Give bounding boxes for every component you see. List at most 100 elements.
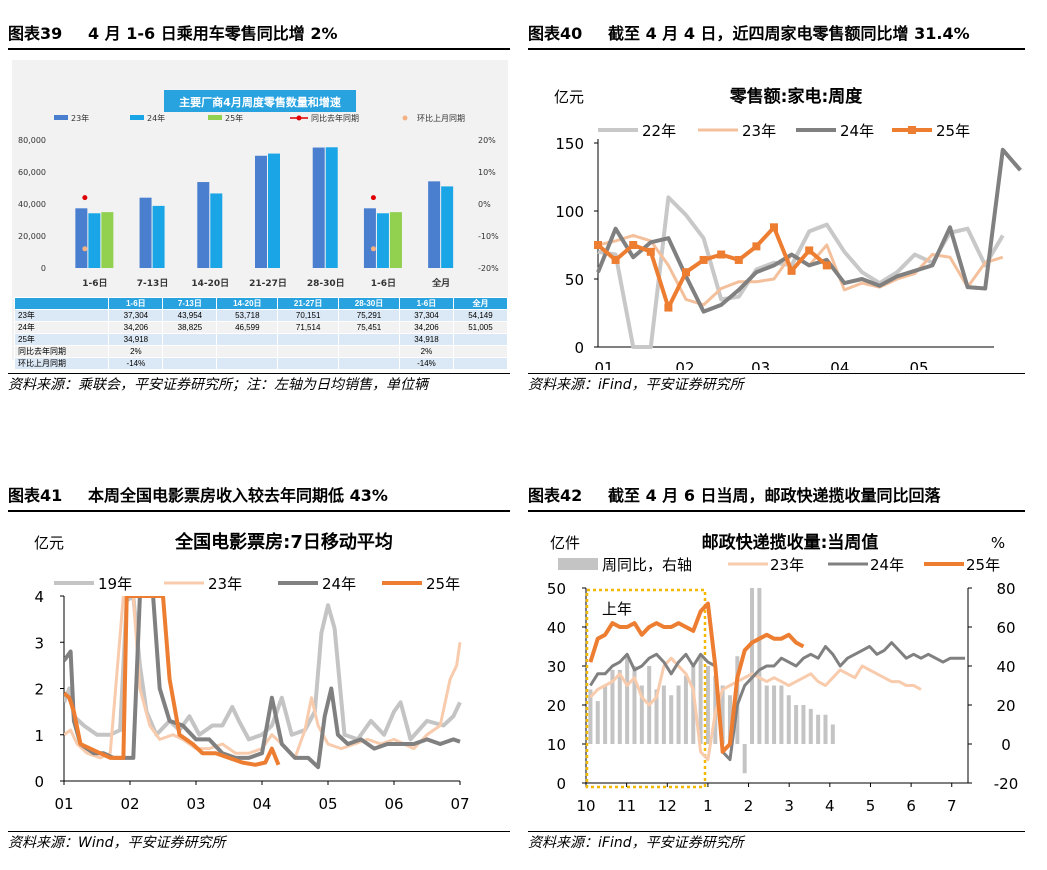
chart41-xtick-label: 07	[450, 795, 469, 813]
chart42-title: 邮政快递揽收量:当周值	[702, 532, 879, 553]
table-header-row: 1-6日 7-13日 14-20日 21-27日 28-30日 1-6日 全月	[13, 297, 509, 310]
table-cell	[216, 345, 279, 358]
panel-title-text-40: 截至 4 月 4 日，近四周家电零售额同比增 31.4%	[608, 24, 970, 43]
table-cell: 71,514	[277, 321, 340, 334]
table-cell	[452, 333, 509, 346]
chart41-xtick-label: 03	[186, 795, 205, 813]
chart40-title: 零售额:家电:周度	[729, 86, 864, 107]
table-header-cell: 1-6日	[108, 297, 164, 310]
chart41-legend-label: 25年	[426, 575, 460, 593]
table-header-cell: 1-6日	[398, 297, 454, 310]
chart39-legend-label: 24年	[147, 113, 165, 123]
chart42-bar	[808, 708, 813, 744]
chart39-bar	[312, 147, 325, 268]
chart42-bar	[639, 685, 644, 744]
chart42-xtick-label: 5	[866, 797, 876, 815]
table-cell: 25年	[13, 333, 110, 346]
chart39-xtick: 14-20日	[191, 278, 229, 289]
chart39-ytick-right: 20%	[478, 136, 496, 145]
panel-title-41: 图表41 本周全国电影票房收入较去年同期低 43%	[8, 482, 510, 512]
table-cell	[338, 333, 400, 346]
chart40-legend-label: 22年	[642, 122, 676, 140]
chart39-bar	[139, 197, 152, 268]
chart42-bar	[588, 689, 593, 744]
chart40-unit: 亿元	[554, 88, 584, 106]
chart42-bar	[816, 714, 821, 744]
table-cell	[162, 345, 218, 358]
chart42-ytick-label: 30	[547, 658, 566, 676]
table-cell: -14%	[108, 357, 164, 370]
chart42-unit-left: 亿件	[550, 534, 580, 552]
table-row: 同比去年同期 2% 2%	[13, 345, 509, 358]
panel-title-39: 图表39 4 月 1-6 日乘用车零售同比增 2%	[8, 20, 510, 50]
chart40-point	[805, 246, 814, 255]
table-cell	[162, 357, 218, 370]
chart39-ytick-right: 0%	[478, 200, 491, 209]
table-cell: 51,005	[452, 321, 509, 334]
chart41-xtick-label: 04	[252, 795, 271, 813]
chart42-bar	[698, 656, 703, 744]
table-cell: 43,954	[162, 309, 218, 322]
chart40-legend-label: 25年	[936, 122, 970, 140]
chart42-bar	[625, 656, 630, 744]
chart39-ytick-right: -20%	[478, 264, 499, 273]
table-cell: 75,451	[338, 321, 400, 334]
chart40-point	[646, 247, 655, 256]
panel-chart39: 图表39 4 月 1-6 日乘用车零售同比增 2% 主要厂商4月周度零售数量和增速…	[8, 20, 510, 402]
chart42-ytick-label-right: 20	[996, 697, 1015, 715]
chart39-bar	[428, 181, 441, 268]
chart42-bar	[794, 705, 799, 744]
chart40-point	[699, 255, 708, 264]
chart39-xtick: 全月	[431, 277, 450, 289]
chart39-ytick-left: 0	[41, 264, 46, 273]
chart39-legend-label: 环比上月同期	[417, 113, 465, 123]
chart40-point	[611, 255, 620, 264]
chart42-series-line	[589, 641, 966, 762]
chart42-xtick-label: 6	[906, 797, 916, 815]
chart39-ytick-left: 40,000	[18, 200, 46, 209]
table-cell: 54,149	[452, 309, 509, 322]
chart41-xtick-label: 01	[54, 795, 73, 813]
chart42-bar	[720, 685, 725, 744]
chart41-unit: 亿元	[34, 534, 64, 552]
chart42-ytick-label-right: -20	[994, 775, 1019, 793]
chart41-xtick-label: 02	[120, 795, 139, 813]
chart40-point	[717, 250, 726, 259]
chart39-legend-marker	[296, 115, 302, 121]
chart39-legend-swatch	[54, 115, 68, 120]
chart42-bar	[772, 685, 777, 744]
panel-source-39: 资料来源：乘联会，平安证券研究所；注：左轴为日均销售，单位辆	[8, 373, 510, 396]
chart42-bar	[676, 685, 681, 744]
chart42-bar	[786, 695, 791, 744]
table-header-cell: 28-30日	[338, 297, 400, 310]
chart42-legend-label: 23年	[770, 556, 804, 574]
chart40-point	[787, 266, 796, 275]
chart39-bar	[101, 212, 114, 268]
chart42-xtick-label: 12	[658, 797, 677, 815]
table-row: 23年 37,304 43,954 53,718 70,151 75,291 37,304 5…	[13, 309, 509, 322]
chart39-bar	[197, 182, 210, 268]
chart42-xtick-label: 1	[703, 797, 713, 815]
chart42-ytick-label-right: 0	[1001, 736, 1011, 754]
chart42-bar	[661, 685, 666, 744]
panel-number-39: 图表39	[8, 24, 63, 43]
chart39-data-table: 1-6日 7-13日 14-20日 21-27日 28-30日 1-6日 全月 23年 37,3…	[13, 297, 509, 370]
table-cell	[162, 333, 218, 346]
chart41-title: 全国电影票房:7日移动平均	[174, 531, 393, 553]
chart40-point	[629, 241, 638, 249]
table-cell	[216, 333, 279, 346]
chart42-bar	[691, 666, 696, 744]
chart41-legend-label: 23年	[208, 575, 242, 593]
chart41-ytick-label: 1	[34, 727, 44, 745]
chart39-ytick-right: 10%	[478, 168, 496, 177]
table-row: 环比上月同期 -14% -14%	[13, 357, 509, 370]
chart42-bar	[750, 588, 755, 744]
chart39-bar	[268, 153, 280, 268]
chart40-xtick-label: 01	[594, 359, 613, 370]
chart40-series-line	[596, 147, 1022, 314]
chart42-bar	[764, 685, 769, 744]
chart42-xtick-label: 4	[825, 797, 835, 815]
panel-source-40: 资料来源：iFind，平安证券研究所	[528, 373, 1025, 396]
chart40-point	[594, 241, 602, 249]
